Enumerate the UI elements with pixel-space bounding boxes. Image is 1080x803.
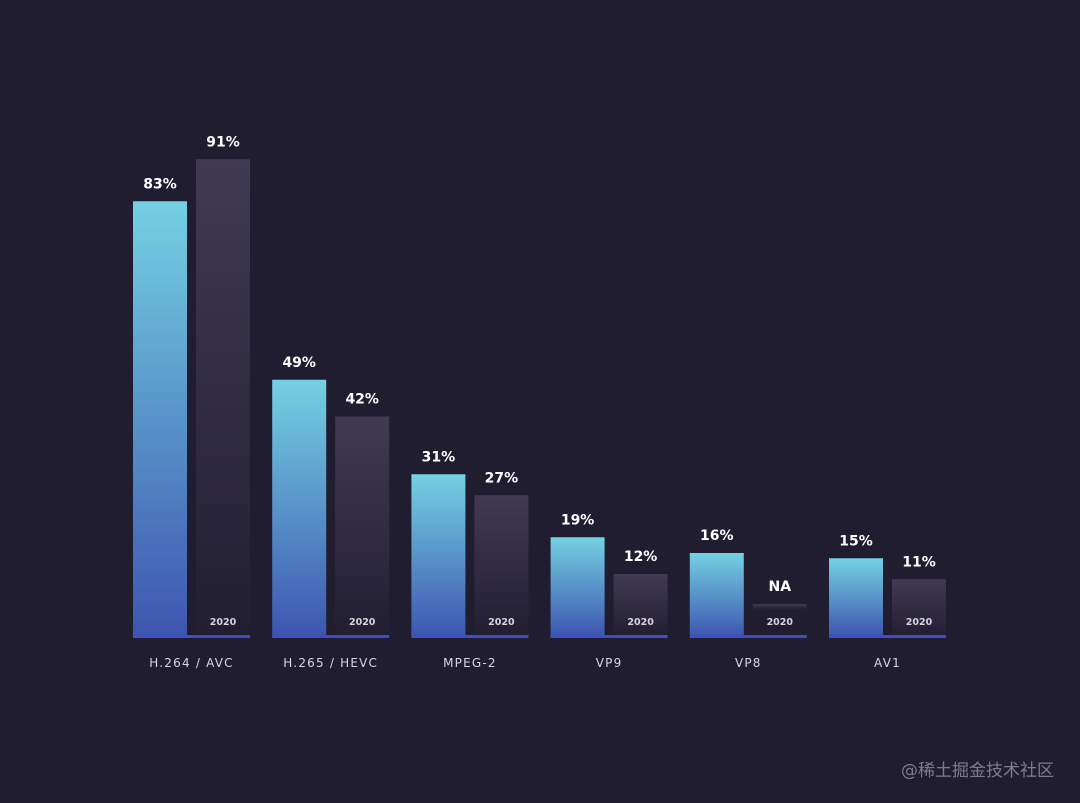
bar-current-6 [829,558,883,637]
value-label-previous-1: 91% [206,134,240,150]
baseline-5 [689,635,807,638]
bars-layer [133,159,946,638]
baseline-3 [411,635,529,638]
bar-current-3 [411,474,466,637]
bar-previous-2 [335,416,390,637]
baseline-6 [829,635,946,638]
year-label-3: 2020 [488,617,515,628]
year-label-1: 2020 [210,617,237,628]
baseline-4 [550,635,668,638]
value-label-current-3: 31% [422,449,456,465]
labels-layer: 83% 91% 2020 H.264 / AVC 49% 42% 2020 H.265 / H… [143,134,936,670]
year-label-6: 2020 [906,617,933,628]
value-label-current-1: 83% [143,176,177,192]
value-label-previous-2: 42% [345,392,379,408]
bar-previous-5 [752,604,807,609]
bar-previous-1 [196,159,250,637]
year-label-2: 2020 [349,617,376,628]
category-label-4: VP9 [596,656,623,670]
value-label-current-2: 49% [282,355,316,371]
year-label-5: 2020 [767,617,794,628]
watermark-text: @稀土掘金技术社区 [901,761,1054,781]
category-label-6: AV1 [874,656,901,670]
year-label-4: 2020 [627,617,654,628]
value-label-previous-6: 11% [902,554,936,570]
category-label-5: VP8 [735,656,762,670]
value-label-previous-3: 27% [485,470,519,486]
bar-current-4 [550,537,605,637]
value-label-previous-4: 12% [624,549,658,565]
bar-current-1 [133,201,187,637]
bar-previous-4 [613,574,668,637]
bar-previous-3 [474,495,529,637]
category-label-1: H.264 / AVC [149,656,233,670]
baseline-2 [272,635,390,638]
category-label-3: MPEG-2 [443,656,497,670]
category-label-2: H.265 / HEVC [283,656,378,670]
value-label-current-4: 19% [561,512,595,528]
bar-current-5 [689,553,744,637]
baseline-1 [133,635,250,638]
bar-current-2 [272,379,327,637]
bar-previous-6 [892,579,946,637]
value-label-current-6: 15% [839,533,873,549]
value-label-previous-5: NA [769,579,792,595]
value-label-current-5: 16% [700,528,734,544]
